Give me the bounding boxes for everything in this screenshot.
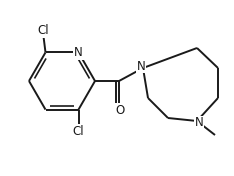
Text: N: N [195, 117, 203, 130]
Text: Cl: Cl [38, 24, 49, 37]
Text: N: N [137, 59, 145, 73]
Text: O: O [115, 103, 125, 117]
Text: N: N [74, 46, 83, 59]
Text: Cl: Cl [73, 125, 84, 138]
